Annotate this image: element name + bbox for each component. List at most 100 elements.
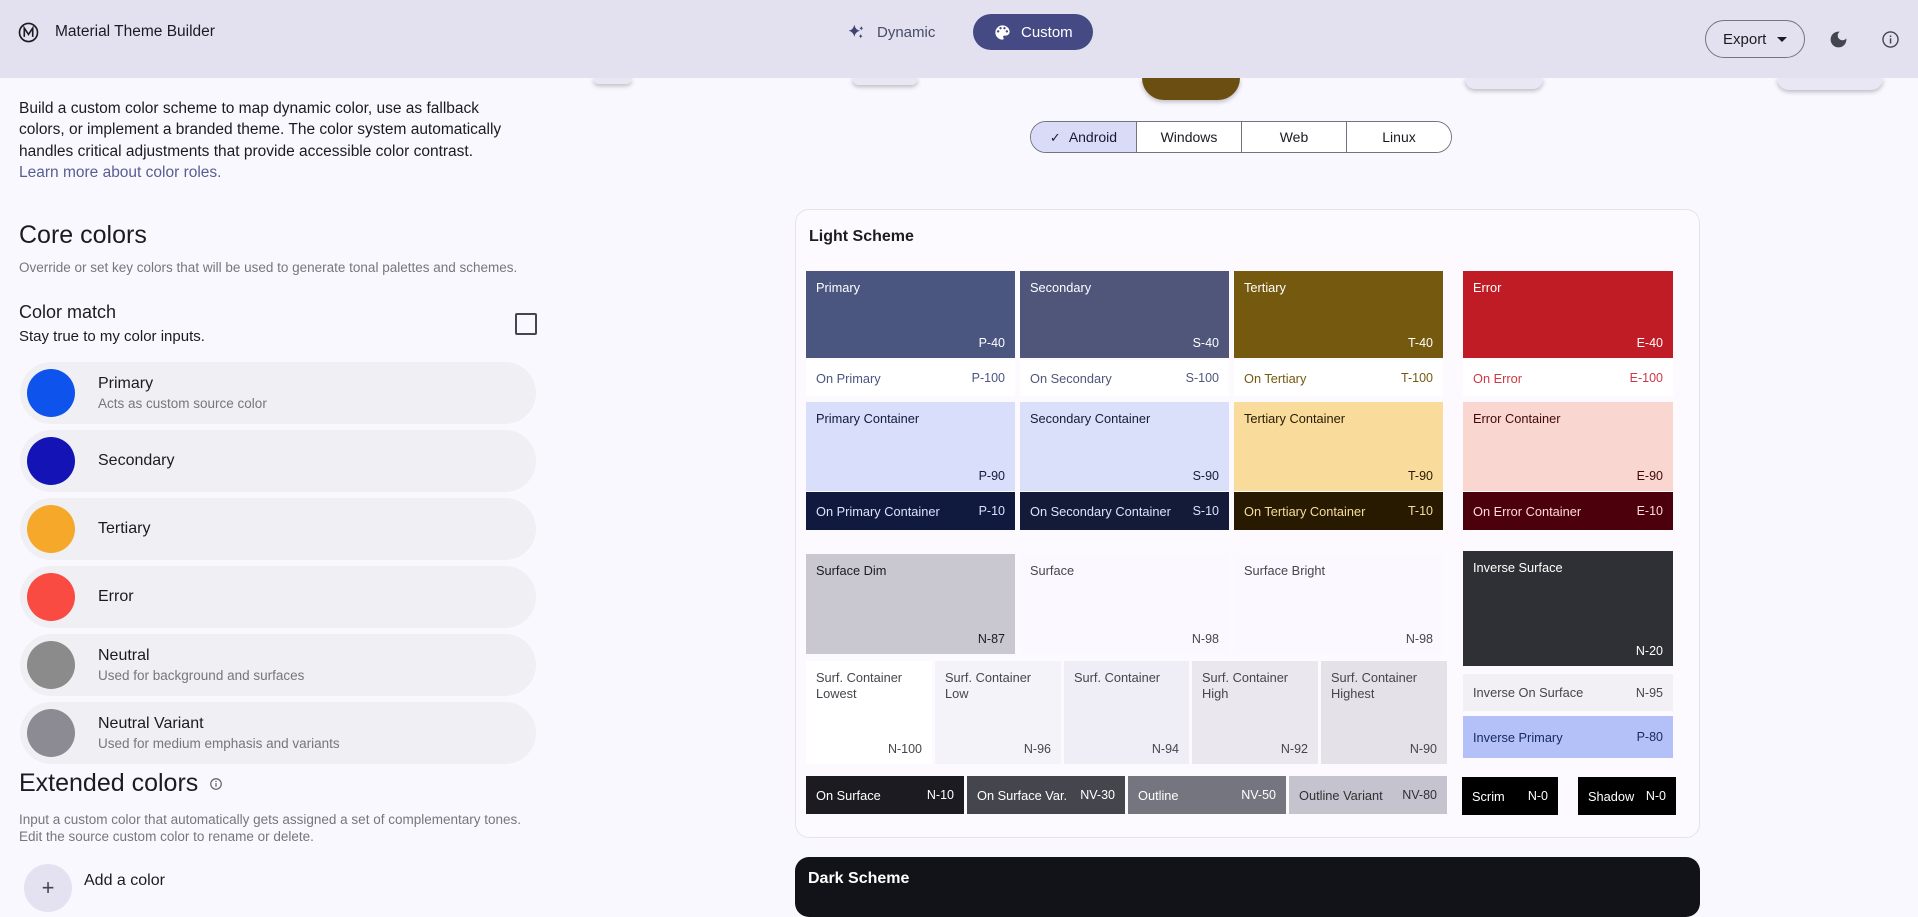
scheme-cell-primary-container[interactable]: Primary Container P-90: [806, 402, 1015, 491]
cell-label: On Primary: [816, 370, 881, 386]
color-match-subtitle: Stay true to my color inputs.: [19, 328, 205, 345]
scheme-cell-on-primary-container[interactable]: On Primary Container P-10: [806, 492, 1015, 530]
scheme-cell-surf-container-low[interactable]: Surf. Container Low N-96: [935, 661, 1061, 764]
cell-tone: E-40: [1636, 336, 1663, 350]
scheme-cell-surface[interactable]: Surface N-98: [1020, 554, 1229, 654]
platform-tab-android[interactable]: ✓ Android: [1031, 122, 1136, 152]
scheme-cell-inverse-primary[interactable]: Inverse Primary P-80: [1463, 716, 1673, 758]
scheme-cell-outline[interactable]: Outline NV-50: [1128, 776, 1286, 814]
scheme-cell-on-secondary-container[interactable]: On Secondary Container S-10: [1020, 492, 1229, 530]
cell-label: Tertiary: [1244, 280, 1286, 295]
scheme-cell-surf-container-lowest[interactable]: Surf. Container Lowest N-100: [806, 661, 932, 764]
cell-label: Primary Container: [816, 411, 920, 426]
color-row-text: Secondary: [98, 452, 175, 470]
core-color-row-neutral[interactable]: Neutral Used for background and surfaces: [20, 634, 536, 696]
scheme-cell-on-tertiary[interactable]: On Tertiary T-100: [1234, 360, 1443, 396]
palette-icon: [993, 23, 1012, 42]
info-icon[interactable]: [209, 777, 223, 791]
scheme-cell-inverse-surface[interactable]: Inverse Surface N-20: [1463, 551, 1673, 666]
cell-tone: E-90: [1636, 469, 1663, 483]
scheme-cell-on-error[interactable]: On Error E-100: [1463, 360, 1673, 396]
platform-label: Linux: [1382, 129, 1416, 145]
cell-label: Error Container: [1473, 411, 1561, 426]
color-match-title: Color match: [19, 302, 117, 322]
cell-label: On Surface Var.: [977, 787, 1068, 803]
scheme-cell-outline-variant[interactable]: Outline Variant NV-80: [1289, 776, 1447, 814]
cell-tone: N-0: [1645, 789, 1666, 803]
cell-label: Surf. Container: [1074, 670, 1161, 685]
scheme-cell-secondary-container[interactable]: Secondary Container S-90: [1020, 402, 1229, 491]
scheme-cell-on-secondary[interactable]: On Secondary S-100: [1020, 360, 1229, 396]
cell-label: Inverse On Surface: [1473, 685, 1584, 700]
custom-toggle[interactable]: Custom: [973, 14, 1093, 50]
scheme-cell-scrim[interactable]: Scrim N-0: [1462, 777, 1558, 815]
add-color-button[interactable]: + Add a color: [24, 864, 165, 912]
scheme-cell-error-container[interactable]: Error Container E-90: [1463, 402, 1673, 491]
scheme-cell-error[interactable]: Error E-40: [1463, 271, 1673, 358]
scheme-cell-on-tertiary-container[interactable]: On Tertiary Container T-10: [1234, 492, 1443, 530]
scheme-cell-primary[interactable]: Primary P-40: [806, 271, 1015, 358]
color-description: Used for medium emphasis and variants: [98, 736, 340, 751]
cell-tone: N-95: [1635, 685, 1663, 700]
color-swatch: [27, 437, 75, 485]
sparkle-icon: [846, 22, 867, 43]
scheme-cell-tertiary[interactable]: Tertiary T-40: [1234, 271, 1443, 358]
cell-label: Error: [1473, 280, 1502, 295]
cell-label: On Primary Container: [816, 503, 940, 519]
cell-label: Surface Bright: [1244, 563, 1326, 578]
color-name: Primary: [98, 375, 154, 392]
cell-label: Outline Variant: [1299, 787, 1383, 803]
cell-tone: E-100: [1629, 371, 1663, 385]
cell-label: Secondary: [1030, 280, 1092, 295]
scheme-cell-on-surface[interactable]: On Surface N-10: [806, 776, 964, 814]
platform-tab-web[interactable]: Web: [1241, 122, 1346, 152]
cell-tone: N-94: [1151, 742, 1179, 756]
platform-tab-windows[interactable]: Windows: [1136, 122, 1241, 152]
core-color-row-secondary[interactable]: Secondary: [20, 430, 536, 492]
platform-segmented-control: ✓ Android Windows Web Linux: [1030, 121, 1452, 153]
color-name: Secondary: [98, 452, 175, 469]
color-swatch: [27, 573, 75, 621]
core-color-row-primary[interactable]: Primary Acts as custom source color: [20, 362, 536, 424]
core-color-row-tertiary[interactable]: Tertiary: [20, 498, 536, 560]
scheme-cell-surf-container[interactable]: Surf. Container N-94: [1064, 661, 1189, 764]
color-name: Neutral: [98, 647, 150, 664]
core-color-row-error[interactable]: Error: [20, 566, 536, 628]
light-scheme-title: Light Scheme: [809, 228, 914, 245]
scheme-cell-surface-dim[interactable]: Surface Dim N-87: [806, 554, 1015, 654]
add-color-label: Add a color: [84, 872, 165, 889]
cell-label: On Error: [1473, 370, 1523, 386]
cell-label: Scrim: [1472, 788, 1505, 804]
light-scheme-card: Light Scheme Primary P-40 Secondary S-40 Ter…: [795, 209, 1700, 838]
scheme-cell-secondary[interactable]: Secondary S-40: [1020, 271, 1229, 358]
scheme-cell-on-error-container[interactable]: On Error Container E-10: [1463, 492, 1673, 530]
cell-tone: T-100: [1401, 371, 1433, 385]
dark-mode-toggle[interactable]: [1820, 21, 1856, 57]
custom-label: Custom: [1021, 23, 1073, 41]
scheme-cell-surface-bright[interactable]: Surface Bright N-98: [1234, 554, 1443, 654]
color-match-checkbox[interactable]: [515, 313, 537, 335]
color-roles-link[interactable]: Learn more about color roles.: [19, 164, 222, 182]
core-colors-subtitle: Override or set key colors that will be …: [19, 260, 518, 275]
cell-tone: S-90: [1192, 469, 1219, 483]
color-row-text: Tertiary: [98, 520, 150, 538]
scheme-cell-on-surface-var[interactable]: On Surface Var. NV-30: [967, 776, 1125, 814]
cell-tone: T-10: [1407, 504, 1433, 518]
cell-tone: T-40: [1407, 336, 1433, 350]
export-label: Export: [1723, 30, 1767, 48]
intro-text: Build a custom color scheme to map dynam…: [19, 98, 501, 184]
scheme-cell-on-primary[interactable]: On Primary P-100: [806, 360, 1015, 396]
color-row-text: Error: [98, 588, 134, 606]
scheme-cell-surf-container-high[interactable]: Surf. Container High N-92: [1192, 661, 1318, 764]
cell-tone: N-98: [1191, 632, 1219, 646]
core-color-row-neutral-variant[interactable]: Neutral Variant Used for medium emphasis …: [20, 702, 536, 764]
platform-label: Android: [1068, 129, 1118, 145]
scheme-cell-tertiary-container[interactable]: Tertiary Container T-90: [1234, 402, 1443, 491]
platform-tab-linux[interactable]: Linux: [1346, 122, 1451, 152]
scheme-cell-surf-container-highest[interactable]: Surf. Container Highest N-90: [1321, 661, 1447, 764]
info-button[interactable]: [1872, 21, 1908, 57]
export-button[interactable]: Export: [1705, 20, 1806, 58]
scheme-cell-inverse-on-surface[interactable]: Inverse On Surface N-95: [1463, 674, 1673, 711]
scheme-cell-shadow[interactable]: Shadow N-0: [1578, 777, 1676, 815]
dynamic-toggle[interactable]: Dynamic: [840, 14, 941, 50]
